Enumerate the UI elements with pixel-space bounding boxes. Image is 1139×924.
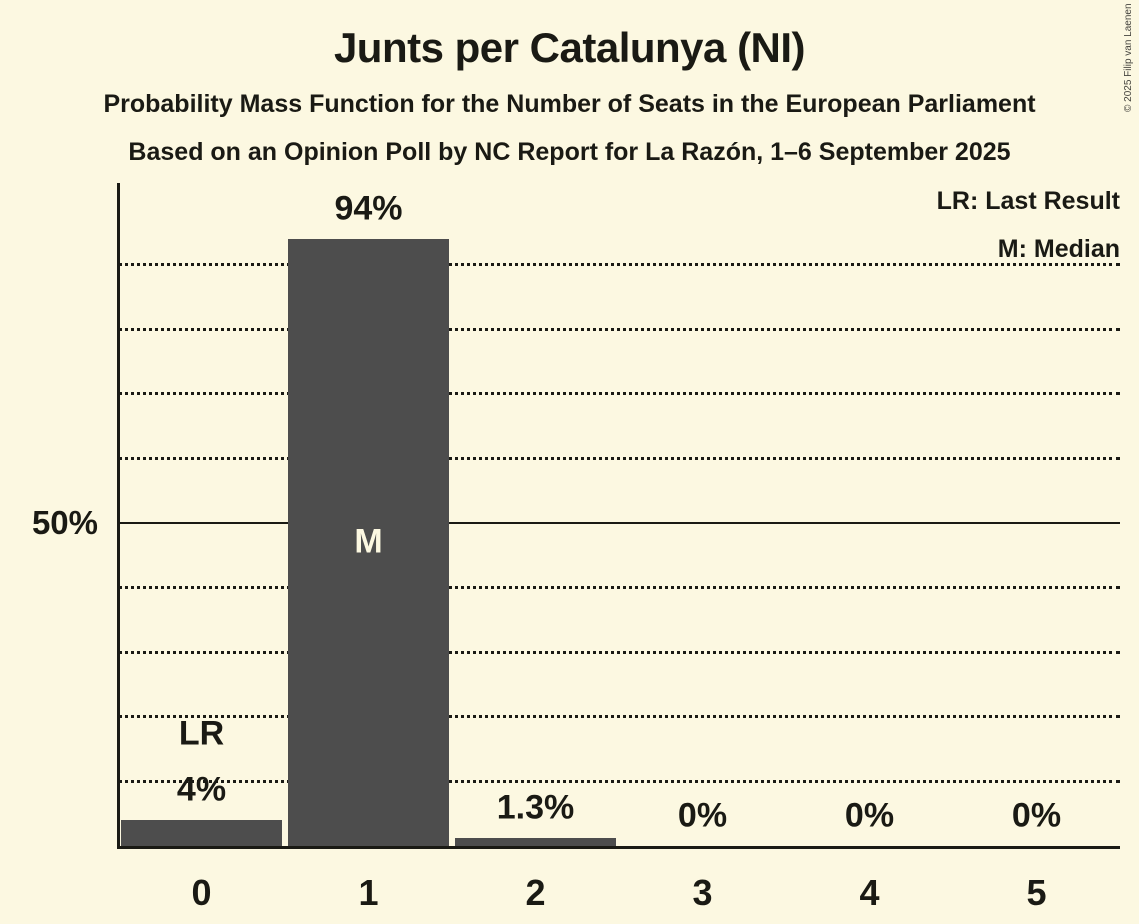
x-tick-label-2: 2 <box>525 872 546 913</box>
gridline-20pct <box>118 715 1120 719</box>
annotation-lr: LR <box>178 714 225 753</box>
bar-seat-0 <box>121 820 282 846</box>
y-axis-tick-50: 50% <box>31 504 98 541</box>
x-tick-label-5: 5 <box>1026 872 1047 913</box>
gridline-70pct <box>118 392 1120 396</box>
x-tick-label-3: 3 <box>692 872 713 913</box>
bar-seat-1 <box>288 238 449 846</box>
x-tick-label-1: 1 <box>358 872 379 913</box>
value-label-seat-0: 4% <box>176 770 227 809</box>
gridline-40pct <box>118 586 1120 590</box>
value-label-seat-2: 1.3% <box>496 788 575 827</box>
legend-last-result: LR: Last Result <box>936 187 1120 215</box>
gridline-10pct <box>118 779 1120 783</box>
gridline-90pct <box>118 263 1120 267</box>
value-label-seat-3: 0% <box>677 796 728 835</box>
gridline-50pct-solid <box>118 522 1120 524</box>
x-axis-line <box>118 846 1120 849</box>
annotation-m: M <box>354 522 383 561</box>
value-label-seat-4: 0% <box>844 796 895 835</box>
y-axis-line <box>117 183 120 849</box>
chart-source-line: Based on an Opinion Poll by NC Report fo… <box>128 138 1011 166</box>
gridline-30pct <box>118 650 1120 654</box>
chart-title: Junts per Catalunya (NI) <box>333 24 806 71</box>
legend-median: M: Median <box>997 235 1120 263</box>
copyright-notice: © 2025 Filip van Laenen <box>1123 3 1134 112</box>
x-tick-label-4: 4 <box>859 872 880 913</box>
value-label-seat-5: 0% <box>1011 796 1062 835</box>
chart-subtitle: Probability Mass Function for the Number… <box>103 90 1036 118</box>
gridline-60pct <box>118 456 1120 460</box>
value-label-seat-1: 94% <box>334 189 403 228</box>
gridline-80pct <box>118 327 1120 331</box>
x-tick-label-0: 0 <box>191 872 212 913</box>
bar-seat-2 <box>455 837 616 846</box>
